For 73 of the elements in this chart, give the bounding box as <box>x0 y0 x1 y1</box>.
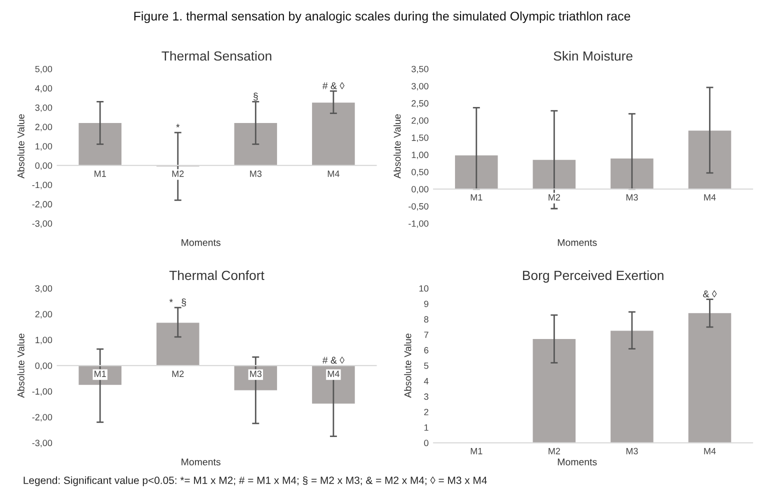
y-tick-label: -3,00 <box>32 440 52 448</box>
x-tick-label: M1 <box>470 194 482 200</box>
caption: Figure 1. thermal sensation by analogic scales during the simulated Olympic triathlon race <box>134 11 630 24</box>
y-tick-label: -1,00 <box>32 388 52 396</box>
y-tick-label: -1,00 <box>32 182 52 190</box>
text: Legend: Significant value p<0.05: *= M1 x M2; # = M1 x M4; § = M2 x M3; & = M2 x M4; ◊ = M3 x M4 <box>24 476 487 486</box>
y-tick-label: 3,00 <box>412 83 428 90</box>
y-tick-label: 3,50 <box>412 66 428 74</box>
y-tick-label: 2,50 <box>412 100 428 108</box>
annotation: & ◊ <box>703 290 717 298</box>
y-tick-label: 2,00 <box>35 311 52 318</box>
y-tick-label: -3,00 <box>32 220 52 228</box>
y-tick-label: 5,00 <box>35 66 52 74</box>
annotation: # & ◊ <box>322 82 344 90</box>
x-tick-label: M1 <box>94 370 106 377</box>
y-tick-label: 0,00 <box>35 362 52 370</box>
x-tick-label: M4 <box>704 194 716 200</box>
y-axis-title: Absolute Value <box>394 114 401 178</box>
x-tick-label: M2 <box>548 194 560 200</box>
x-tick-label: M1 <box>94 170 106 177</box>
x-axis-title: Moments <box>182 239 220 246</box>
x-tick-label: M3 <box>626 448 638 454</box>
y-tick-label: 5 <box>424 362 428 369</box>
x-tick-label: M4 <box>328 170 340 177</box>
x-axis-title: Moments <box>558 239 597 246</box>
y-tick-label: 7 <box>424 332 428 338</box>
x-axis-title: Moments <box>182 458 220 466</box>
y-tick-label: 1,00 <box>36 143 52 151</box>
y-tick-label: 3,00 <box>35 104 52 112</box>
chart-title: Thermal Sensation <box>162 50 272 61</box>
y-axis-title: Absolute Value <box>17 114 24 178</box>
y-tick-label: 9 <box>424 300 428 308</box>
y-tick-label: 2 <box>424 408 428 416</box>
y-tick-label: 3,00 <box>35 285 52 293</box>
y-tick-label: 10 <box>419 285 428 292</box>
annotation: § <box>253 92 258 101</box>
x-tick-label: M1 <box>470 448 482 454</box>
y-tick-label: 6 <box>424 347 428 354</box>
x-tick-label: M3 <box>250 370 262 378</box>
y-tick-label: 0,00 <box>35 162 52 170</box>
annotation: * <box>176 124 180 128</box>
y-tick-label: 1 <box>424 424 428 431</box>
y-tick-label: 4 <box>424 378 428 384</box>
x-tick-label: M3 <box>626 194 638 201</box>
y-tick-label: 1,00 <box>36 336 52 344</box>
y-tick-label: -0,50 <box>408 203 428 211</box>
y-tick-label: 8 <box>424 316 428 323</box>
x-tick-label: M2 <box>172 370 184 377</box>
y-tick-label: 1,50 <box>412 134 428 142</box>
annotation: # & ◊ <box>322 356 344 364</box>
y-tick-label: 1,00 <box>412 152 428 160</box>
chart-title: Borg Perceived Exertion <box>523 270 664 283</box>
y-axis-title: Absolute Value <box>17 334 24 398</box>
chart-title: Skin Moisture <box>554 50 632 61</box>
x-tick-label: M4 <box>328 370 340 377</box>
annotation: * § <box>169 298 186 306</box>
y-tick-label: -1,00 <box>408 220 428 228</box>
x-tick-label: M2 <box>548 448 560 454</box>
chart-title: Thermal Confort <box>169 270 264 280</box>
y-tick-label: 4,00 <box>35 85 52 93</box>
y-tick-label: 0,50 <box>412 168 428 176</box>
x-axis-title: Moments <box>558 458 597 466</box>
x-tick-label: M3 <box>250 170 262 177</box>
y-axis-title: Absolute Value <box>404 334 412 398</box>
y-tick-label: -2,00 <box>32 201 52 209</box>
x-tick-label: M4 <box>704 448 716 454</box>
y-tick-label: 2,00 <box>35 124 52 132</box>
y-tick-label: 3 <box>424 393 428 400</box>
x-tick-label: M2 <box>172 170 184 177</box>
y-tick-label: -2,00 <box>32 414 52 422</box>
y-tick-label: 0,00 <box>412 186 428 194</box>
y-tick-label: 0 <box>424 440 428 446</box>
y-tick-label: 2,00 <box>412 117 428 125</box>
